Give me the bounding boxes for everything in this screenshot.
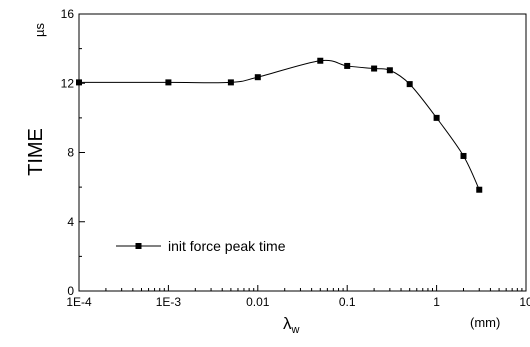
y-tick-label: 16 bbox=[61, 7, 75, 21]
y-tick-label: 0 bbox=[67, 284, 74, 298]
data-point bbox=[227, 79, 234, 86]
x-axis-subscript: w bbox=[291, 324, 300, 336]
legend: init force peak time bbox=[116, 238, 286, 254]
plot-frame bbox=[78, 13, 527, 292]
data-point bbox=[460, 152, 467, 159]
x-tick-label: 0.1 bbox=[339, 295, 356, 309]
x-tick-label: 1E-4 bbox=[66, 295, 92, 309]
data-point bbox=[433, 114, 440, 121]
x-tick-label: 1E-3 bbox=[156, 295, 182, 309]
y-tick-label: 8 bbox=[67, 146, 74, 160]
y-axis-title: TIME bbox=[25, 128, 47, 176]
data-point bbox=[76, 79, 82, 86]
y-unit-label: µs bbox=[32, 23, 47, 37]
series-line bbox=[79, 59, 480, 190]
data-point bbox=[254, 74, 261, 81]
x-axis-title: λw bbox=[283, 314, 300, 336]
x-tick-label: 1 bbox=[433, 295, 440, 309]
data-point bbox=[386, 67, 393, 74]
data-point bbox=[371, 65, 378, 72]
data-point bbox=[476, 186, 483, 193]
legend-marker bbox=[135, 243, 142, 249]
tick-labels: 1E-4 1E-3 0.01 0.1 1 10 0 4 8 12 16 bbox=[61, 7, 530, 309]
data-point bbox=[165, 79, 172, 86]
data-point bbox=[317, 57, 324, 64]
legend-label: init force peak time bbox=[168, 238, 286, 254]
y-tick-label: 4 bbox=[67, 215, 74, 229]
data-point bbox=[344, 62, 351, 69]
series-markers bbox=[76, 57, 483, 193]
axis-ticks bbox=[78, 13, 527, 292]
x-axis-symbol: λ bbox=[283, 314, 292, 333]
x-axis-unit: (mm) bbox=[470, 315, 500, 330]
data-point bbox=[406, 81, 413, 88]
x-tick-label: 0.01 bbox=[246, 295, 270, 309]
x-tick-label: 10 bbox=[519, 295, 530, 309]
y-tick-label: 12 bbox=[61, 76, 75, 90]
